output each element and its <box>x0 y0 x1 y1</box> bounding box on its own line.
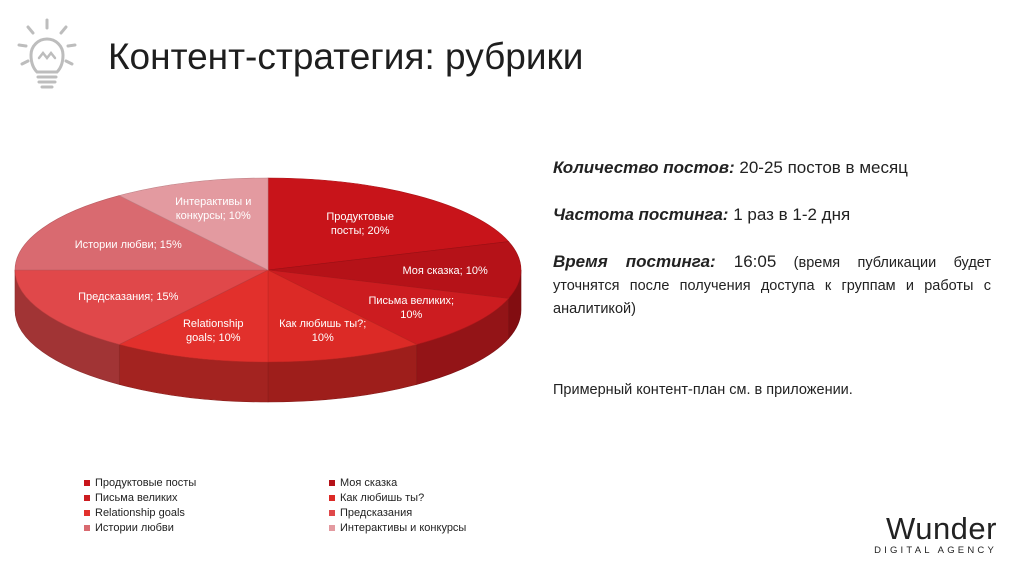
posting-time-note: (время публикации будет уточнятся после … <box>553 255 992 317</box>
posts-count-value: 20-25 постов в месяц <box>734 158 908 177</box>
legend-label: Моя сказка <box>340 477 398 489</box>
chart-legend: Продуктовые посты Моя сказка Письма велики… <box>84 476 524 535</box>
pie-slice-label-line: конкурсы; 10% <box>176 210 251 222</box>
pie-slice-label: Письма великих; 10% <box>368 295 454 321</box>
legend-label: Интерактивы и конкурсы <box>340 522 467 534</box>
legend-label: Письма великих <box>95 492 178 504</box>
posting-frequency-value: 1 раз в 1-2 дня <box>728 205 851 224</box>
legend-item: Истории любви <box>84 521 329 535</box>
pie-slice-label-line: Relationship <box>183 318 244 330</box>
pie-slice-label-line: Как любишь ты?; <box>279 318 366 330</box>
legend-label: Relationship goals <box>95 507 185 519</box>
pie-top <box>14 177 522 363</box>
pie-slice-label: Relationship goals; 10% <box>183 318 244 344</box>
legend-swatch <box>84 510 90 516</box>
pie-slice <box>267 177 510 271</box>
legend-swatch <box>329 495 335 501</box>
pie-slice-label-line: Моя сказка; 10% <box>402 265 488 277</box>
pie-slice-label-line: Интерактивы и <box>175 196 251 208</box>
legend-item: Продуктовые посты <box>84 476 329 490</box>
legend-swatch <box>329 480 335 486</box>
posting-frequency-label: Частота постинга: <box>553 205 729 224</box>
legend-label: Истории любви <box>95 522 174 534</box>
legend-item: Как любишь ты? <box>329 491 524 505</box>
pie-slice <box>118 177 269 271</box>
legend-swatch <box>329 525 335 531</box>
pie-slice-label-line: Предсказания; 15% <box>78 291 179 303</box>
legend-swatch <box>84 525 90 531</box>
pie-slice-label-line: Истории любви; 15% <box>75 239 182 251</box>
pie-sides <box>14 269 522 403</box>
pie-slice <box>267 269 510 345</box>
legend-item: Письма великих <box>84 491 329 505</box>
posting-frequency-text: Частота постинга: 1 раз в 1-2 дня <box>553 203 991 226</box>
posting-time-label: Время постинга: <box>553 252 716 271</box>
content-plan-note: Примерный контент-план см. в приложении. <box>553 382 853 398</box>
pie-slice-label-line: 10% <box>400 309 422 321</box>
brand-logo: Wunder DIGITAL AGENCY <box>874 511 997 556</box>
legend-swatch <box>329 510 335 516</box>
pie-labels: Продуктовые посты; 20% Моя сказка; 10% Пись… <box>75 196 488 344</box>
pie-slice <box>118 269 269 363</box>
posts-count-label: Количество постов: <box>553 158 735 177</box>
pie-slice-label-line: Продуктовые <box>326 211 394 223</box>
lightbulb-logo-icon <box>17 18 77 89</box>
brand-name: Wunder <box>886 511 997 546</box>
pie-slice-label: Предсказания; 15% <box>78 291 179 303</box>
pie-slice-label: Моя сказка; 10% <box>402 265 488 277</box>
pie-slice <box>267 241 522 299</box>
pie-slice-label-line: goals; 10% <box>186 332 241 344</box>
pie-slice-label: Истории любви; 15% <box>75 239 182 251</box>
legend-label: Продуктовые посты <box>95 477 197 489</box>
info-block: Количество постов: 20-25 постов в месяц … <box>553 156 991 402</box>
pie-slice <box>14 195 269 271</box>
pie-slice-label-line: 10% <box>312 332 334 344</box>
pie-slice-label-line: посты; 20% <box>331 225 390 237</box>
pie-slice-label: Продуктовые посты; 20% <box>326 211 394 237</box>
posts-count-text: Количество постов: 20-25 постов в месяц <box>553 156 991 179</box>
legend-item: Моя сказка <box>329 476 524 490</box>
pie-slice <box>14 269 269 345</box>
legend-item: Предсказания <box>329 506 524 520</box>
legend-item: Relationship goals <box>84 506 329 520</box>
posting-time-value: 16:05 <box>715 252 777 271</box>
brand-subtitle: DIGITAL AGENCY <box>874 545 997 556</box>
legend-label: Предсказания <box>340 507 413 519</box>
posting-time-text: Время постинга: 16:05 (время публикации … <box>553 250 991 319</box>
legend-swatch <box>84 495 90 501</box>
legend-swatch <box>84 480 90 486</box>
legend-item: Интерактивы и конкурсы <box>329 521 524 535</box>
pie-slice-label: Интерактивы и конкурсы; 10% <box>175 196 251 222</box>
page-title: Контент-стратегия: рубрики <box>108 36 584 77</box>
pie-slice-label-line: Письма великих; <box>368 295 454 307</box>
pie-chart: Продуктовые посты; 20% Моя сказка; 10% Пись… <box>14 177 522 403</box>
pie-slice-label: Как любишь ты?; 10% <box>279 318 366 344</box>
pie-slice <box>267 269 418 363</box>
legend-label: Как любишь ты? <box>340 492 425 504</box>
